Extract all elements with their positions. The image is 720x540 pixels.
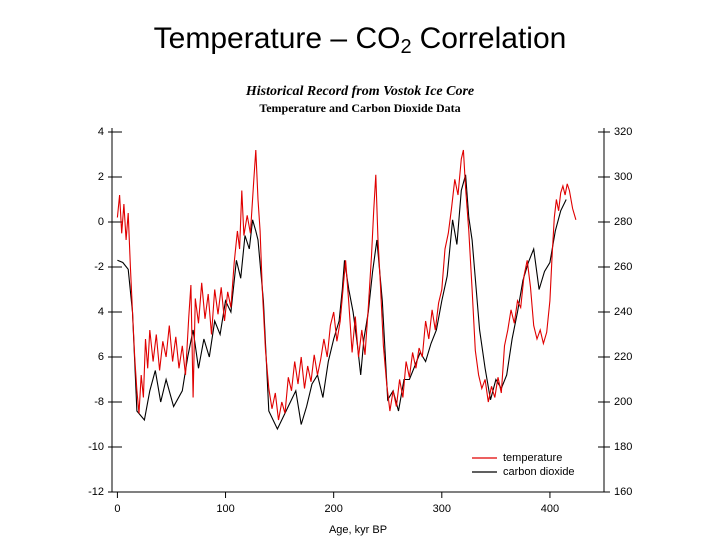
y-tick-label: 2	[98, 171, 104, 183]
title-main: Temperature – CO	[154, 22, 401, 55]
x-tick-label: 100	[216, 503, 234, 515]
legend-label: temperature	[503, 452, 562, 464]
y2-tick-label: 200	[614, 396, 632, 408]
chart-subtitle: Historical Record from Vostok Ice Core	[245, 84, 474, 99]
chart-subtitle: Temperature and Carbon Dioxide Data	[259, 101, 460, 115]
series-line	[116, 149, 577, 421]
y-tick-label: -12	[88, 486, 104, 498]
y2-tick-label: 160	[614, 486, 632, 498]
y2-tick-label: 260	[614, 261, 632, 273]
y2-tick-label: 300	[614, 171, 632, 183]
y-tick-label: 6	[98, 351, 104, 363]
title-end: Correlation	[420, 22, 567, 55]
x-tick-label: 200	[324, 503, 342, 515]
title-subscript: 2	[400, 36, 411, 58]
y-tick-label: 4	[98, 306, 104, 318]
legend-label: carbon dioxide	[503, 466, 575, 478]
x-tick-label: 0	[114, 503, 120, 515]
y2-tick-label: 320	[614, 126, 632, 138]
y-tick-label: -10	[88, 441, 104, 453]
x-tick-label: 300	[433, 503, 451, 515]
y-tick-label: -2	[94, 261, 104, 273]
y-tick-label: 0	[98, 216, 104, 228]
x-tick-label: 400	[541, 503, 559, 515]
y2-tick-label: 280	[614, 216, 632, 228]
y2-tick-label: 180	[614, 441, 632, 453]
y-tick-label: 4	[98, 126, 104, 138]
y-tick-label: -8	[94, 396, 104, 408]
y2-tick-label: 220	[614, 351, 632, 363]
y2-tick-label: 240	[614, 306, 632, 318]
slide-title: Temperature – CO2 Correlation	[154, 22, 567, 58]
x-axis-label: Age, kyr BP	[329, 524, 387, 536]
